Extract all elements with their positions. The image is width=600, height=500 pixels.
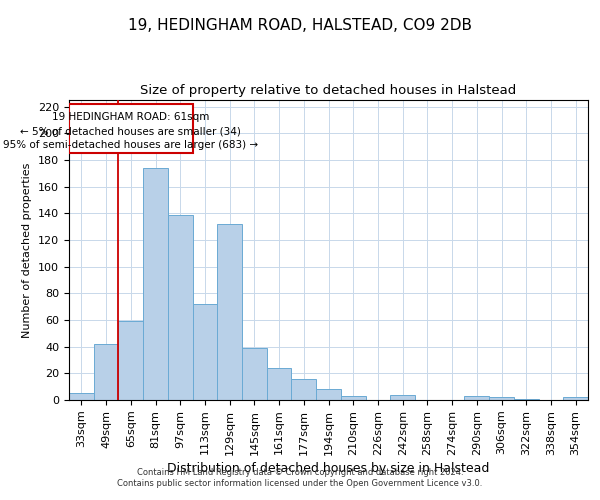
Bar	[69, 394, 94, 400]
Bar	[242, 348, 267, 400]
Text: 95% of semi-detached houses are larger (683) →: 95% of semi-detached houses are larger (…	[3, 140, 259, 150]
X-axis label: Distribution of detached houses by size in Halstead: Distribution of detached houses by size …	[167, 462, 490, 475]
Text: ← 5% of detached houses are smaller (34): ← 5% of detached houses are smaller (34)	[20, 126, 241, 136]
Text: 19, HEDINGHAM ROAD, HALSTEAD, CO9 2DB: 19, HEDINGHAM ROAD, HALSTEAD, CO9 2DB	[128, 18, 472, 32]
Text: 19 HEDINGHAM ROAD: 61sqm: 19 HEDINGHAM ROAD: 61sqm	[52, 112, 209, 122]
Bar	[118, 322, 143, 400]
Bar	[563, 398, 588, 400]
Title: Size of property relative to detached houses in Halstead: Size of property relative to detached ho…	[140, 84, 517, 98]
Bar	[464, 396, 489, 400]
Bar	[489, 398, 514, 400]
Text: Contains HM Land Registry data © Crown copyright and database right 2024.
Contai: Contains HM Land Registry data © Crown c…	[118, 468, 482, 487]
Bar	[267, 368, 292, 400]
Bar	[69, 104, 193, 154]
Y-axis label: Number of detached properties: Number of detached properties	[22, 162, 32, 338]
Bar	[514, 398, 539, 400]
Bar	[390, 394, 415, 400]
Bar	[143, 168, 168, 400]
Bar	[341, 396, 365, 400]
Bar	[193, 304, 217, 400]
Bar	[217, 224, 242, 400]
Bar	[94, 344, 118, 400]
Bar	[316, 390, 341, 400]
Bar	[168, 214, 193, 400]
Bar	[292, 378, 316, 400]
